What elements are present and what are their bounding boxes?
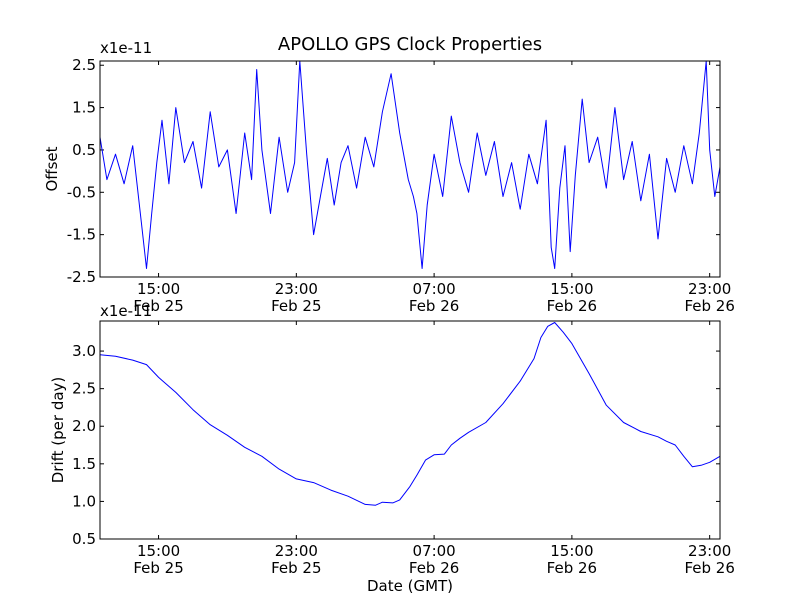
drift-panel: x1e-11 Drift (per day) Date (GMT) 3.0 2.5… — [49, 302, 735, 595]
offset-xtick-date-label: Feb 26 — [409, 297, 459, 315]
offset-multiplier-label: x1e-11 — [100, 39, 152, 57]
drift-xtick-time-label: 23:00 — [275, 542, 318, 560]
offset-ytick-label: -0.5 — [67, 183, 96, 201]
drift-y-axis-label: Drift (per day) — [49, 377, 67, 484]
drift-ytick-label: 3.0 — [72, 342, 96, 360]
drift-ytick-label: 2.0 — [72, 417, 96, 435]
drift-xtick-time-label: 23:00 — [688, 542, 731, 560]
drift-ytick-label: 1.5 — [72, 455, 96, 473]
drift-xtick-time-label: 15:00 — [550, 542, 593, 560]
drift-xtick-date-label: Feb 26 — [409, 559, 459, 577]
offset-ytick-label: 0.5 — [72, 141, 96, 159]
offset-xtick-date-label: Feb 26 — [684, 297, 734, 315]
drift-multiplier-label: x1e-11 — [100, 302, 152, 320]
offset-ytick-label: -1.5 — [67, 226, 96, 244]
offset-xtick-date-label: Feb 26 — [547, 297, 597, 315]
offset-panel: x1e-11 Offset 2.5 1.5 0.5 -0.5 -1.5 -2.5 15:00… — [43, 39, 735, 315]
drift-ytick-label: 2.5 — [72, 380, 96, 398]
offset-series-line-0 — [99, 60, 721, 269]
offset-xtick-date-label: Feb 25 — [271, 297, 321, 315]
offset-xtick-time-label: 23:00 — [275, 280, 318, 298]
drift-xtick-time-label: 07:00 — [412, 542, 455, 560]
drift-xtick-date-label: Feb 26 — [547, 559, 597, 577]
offset-xtick-time-label: 23:00 — [688, 280, 731, 298]
drift-xtick-date-label: Feb 26 — [684, 559, 734, 577]
offset-plot-frame — [99, 60, 721, 278]
offset-y-axis-label: Offset — [43, 146, 61, 191]
offset-xtick-time-label: 15:00 — [137, 280, 180, 298]
drift-series-line-0 — [99, 322, 721, 506]
drift-xtick-date-label: Feb 25 — [271, 559, 321, 577]
drift-ytick-label: 1.0 — [72, 492, 96, 510]
drift-plot-frame — [99, 320, 721, 540]
offset-ytick-label: -2.5 — [67, 268, 96, 286]
chart-title: APOLLO GPS Clock Properties — [278, 34, 542, 55]
offset-xtick-time-label: 07:00 — [412, 280, 455, 298]
offset-xtick-time-label: 15:00 — [550, 280, 593, 298]
drift-xtick-time-label: 15:00 — [137, 542, 180, 560]
drift-ytick-label: 0.5 — [72, 530, 96, 548]
offset-ytick-label: 2.5 — [72, 56, 96, 74]
offset-ytick-label: 1.5 — [72, 99, 96, 117]
drift-xtick-date-label: Feb 25 — [133, 559, 183, 577]
offset-xtick-date-label: Feb 25 — [133, 297, 183, 315]
drift-x-axis-label: Date (GMT) — [367, 577, 453, 595]
